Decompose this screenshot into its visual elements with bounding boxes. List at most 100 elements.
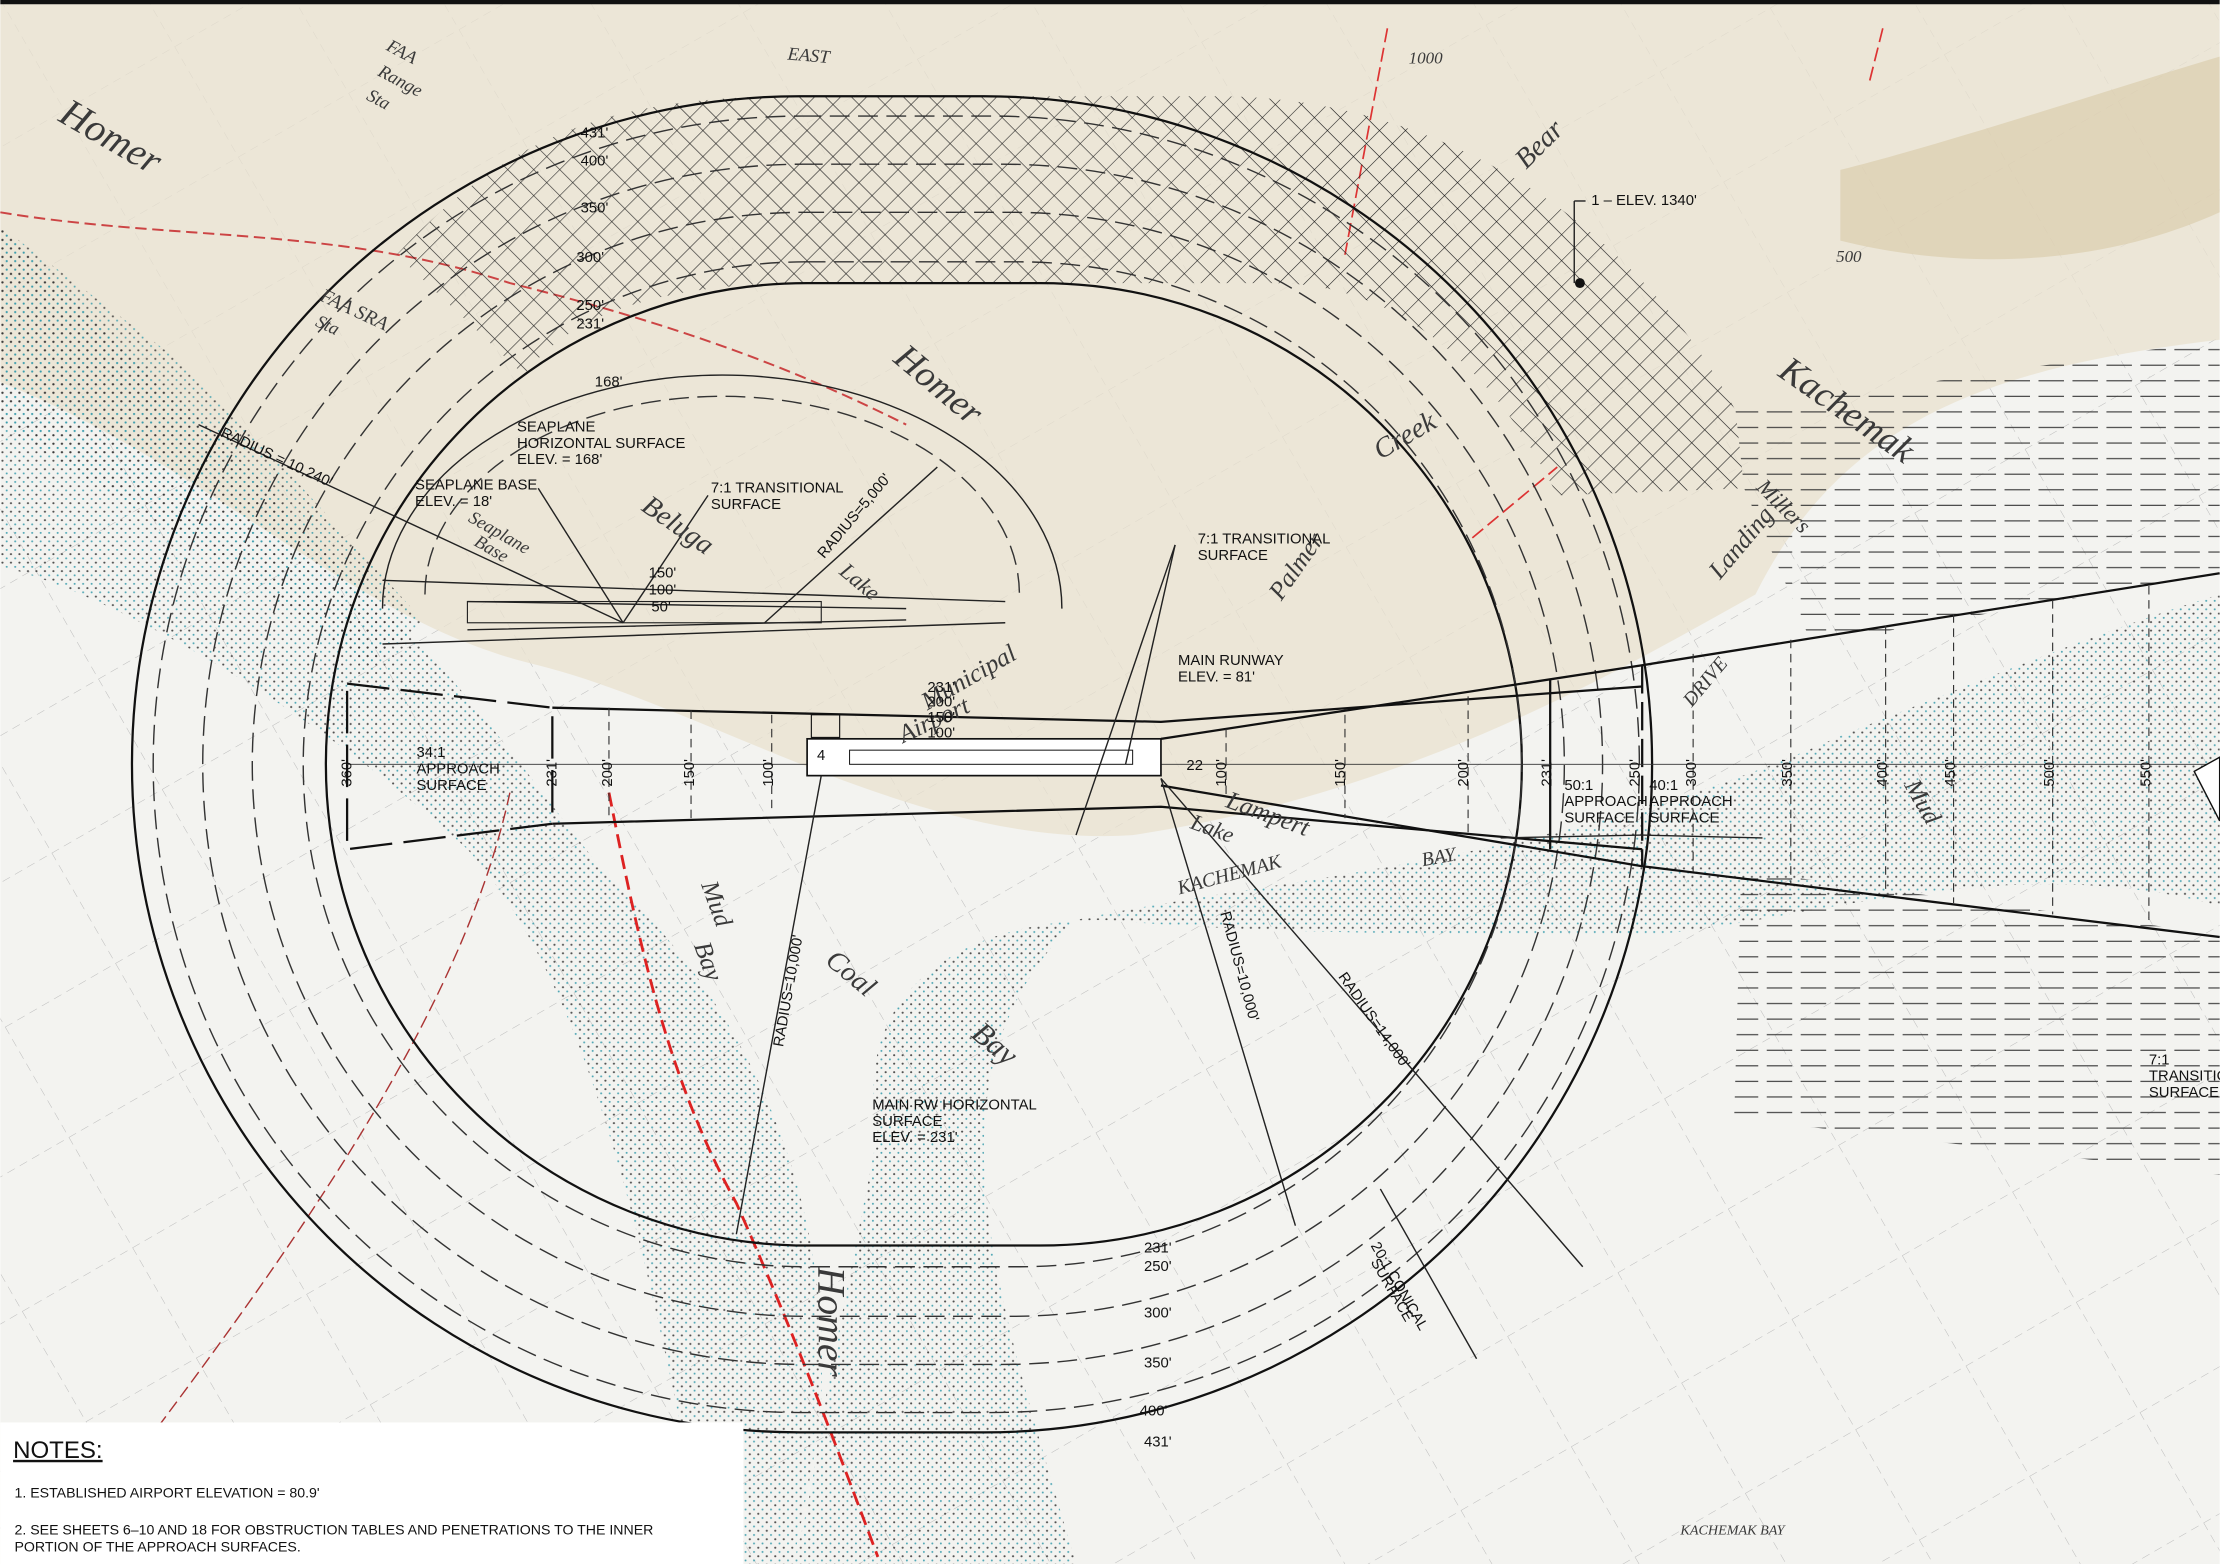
surface-label: 1 – ELEV. 1340' <box>1591 193 1697 209</box>
surface-label: SURFACE <box>416 778 486 794</box>
surface-label: SURFACE <box>1649 810 1719 826</box>
elevation-label: 200' <box>1456 759 1472 787</box>
elevation-label: 100' <box>761 759 777 787</box>
contour-300 <box>251 211 1565 1318</box>
main-runway <box>806 737 1162 777</box>
approach-contour-ticks <box>608 585 2150 926</box>
runway-taxiway <box>849 749 1134 765</box>
upland-area <box>1840 56 2220 260</box>
elevation-label: 231' <box>927 680 955 696</box>
surface-label: SEAPLANE <box>517 420 596 436</box>
seaplane-lane <box>466 600 822 624</box>
elevation-label: 100' <box>649 582 677 598</box>
surface-label: APPROACH <box>1649 794 1732 810</box>
elevation-label: 500' <box>2042 759 2058 787</box>
surface-label: 7:1 TRANSITIONAL <box>711 481 844 497</box>
surface-label: HORIZONTAL SURFACE <box>517 436 686 452</box>
surface-label: TRANSITIONAL <box>2149 1069 2220 1085</box>
surface-label: 7:1 TRANSITIONAL <box>1198 532 1331 548</box>
elevation-label: 350' <box>1780 759 1796 787</box>
surface-label: APPROACH <box>416 762 499 778</box>
elevation-label: 250' <box>1627 759 1643 787</box>
surface-label: APPROACH <box>1564 794 1647 810</box>
elevation-label: 168' <box>595 374 623 390</box>
surface-label: ELEV. = 168' <box>517 452 602 468</box>
road <box>607 792 880 1558</box>
surface-label: SURFACE <box>2149 1085 2219 1101</box>
elevation-label: 550' <box>2138 759 2154 787</box>
surface-label: MAIN RUNWAY <box>1178 653 1284 669</box>
elevation-label: 350' <box>581 200 609 216</box>
elevation-label: 200' <box>927 694 955 710</box>
elevation-label: 200' <box>600 759 616 787</box>
horizontal-surface-boundary <box>324 281 1523 1247</box>
elevation-label: 400' <box>1140 1403 1168 1419</box>
approach-surface-34-1 <box>345 682 554 851</box>
elevation-label: 150' <box>649 565 677 581</box>
apron <box>810 714 841 738</box>
elevation-label: 231' <box>576 316 604 332</box>
elevation-label: 150' <box>1333 759 1349 787</box>
surface-label: SURFACE <box>1564 810 1634 826</box>
note-text: PORTION OF THE APPROACH SURFACES. <box>14 1538 300 1554</box>
transitional-hatch <box>1735 339 2220 644</box>
surface-label: 7:1 <box>2149 1052 2170 1068</box>
elevation-label: 350' <box>1144 1355 1172 1371</box>
elevation-label: 231' <box>1144 1241 1172 1257</box>
obstruction-point <box>1574 278 1585 289</box>
contour-250 <box>302 261 1523 1268</box>
elevation-label: 22 <box>1186 758 1203 774</box>
elevation-label: 150' <box>682 759 698 787</box>
transitional-edge <box>552 685 1643 851</box>
elevation-label: 400' <box>581 154 609 170</box>
note-text: 2. SEE SHEETS 6–10 AND 18 FOR OBSTRUCTIO… <box>14 1521 653 1537</box>
elevation-label: 50' <box>651 599 671 615</box>
elevation-label: 100' <box>1214 759 1230 787</box>
elevation-label: 231' <box>545 759 561 787</box>
elevation-label: 300' <box>576 250 604 266</box>
place-name: 1000 <box>1409 49 1443 68</box>
surface-label: ELEV. = 231' <box>872 1130 957 1146</box>
surface-label: SURFACE <box>872 1114 942 1130</box>
radius-leaders <box>198 200 1763 1360</box>
elevation-label: 400' <box>1875 759 1891 787</box>
elevation-label: 431' <box>581 125 609 141</box>
elevation-label: 450' <box>1943 759 1959 787</box>
surface-label: 50:1 <box>1564 778 1593 794</box>
boundary-line <box>155 792 511 1430</box>
elevation-label: 431' <box>1144 1435 1172 1451</box>
seaplane-transitional <box>382 579 1006 645</box>
surface-label: 34:1 <box>416 745 445 761</box>
elevation-label: 300' <box>1684 759 1700 787</box>
top-border <box>0 0 2220 5</box>
notes-title: NOTES: <box>13 1437 103 1464</box>
elevation-label: 250' <box>576 298 604 314</box>
conical-outer-boundary <box>130 95 1654 1434</box>
elevation-label: 100' <box>927 725 955 741</box>
seaplane-horizontal-surface <box>381 374 1063 609</box>
surface-label: 40:1 <box>1649 778 1678 794</box>
seaplane-contour <box>424 395 1021 595</box>
transitional-hatch <box>1734 870 2220 1175</box>
surface-label: SURFACE <box>711 497 781 513</box>
notes-panel <box>0 1422 744 1564</box>
elevation-label: 300' <box>1144 1306 1172 1322</box>
place-name: 500 <box>1836 247 1862 266</box>
surface-label: MAIN RW HORIZONTAL <box>872 1098 1037 1114</box>
place-name: EAST <box>786 43 832 67</box>
place-name: KACHEMAK BAY <box>1679 1522 1786 1538</box>
contour-400 <box>152 115 1641 1414</box>
elevation-label: 250' <box>1144 1259 1172 1275</box>
elevation-label: 360' <box>339 759 355 787</box>
surface-label: ELEV. = 18' <box>415 494 492 510</box>
note-text: 1. ESTABLISHED AIRPORT ELEVATION = 80.9' <box>14 1484 319 1500</box>
crosshatch-penetration-area <box>396 96 1745 496</box>
place-name: Homer <box>809 1266 853 1378</box>
elevation-label: 4 <box>817 748 825 764</box>
elevation-label: 150' <box>927 710 955 726</box>
surface-label: ELEV. = 81' <box>1178 670 1255 686</box>
surface-label: SURFACE <box>1198 548 1268 564</box>
surface-label: SEAPLANE BASE <box>415 478 537 494</box>
